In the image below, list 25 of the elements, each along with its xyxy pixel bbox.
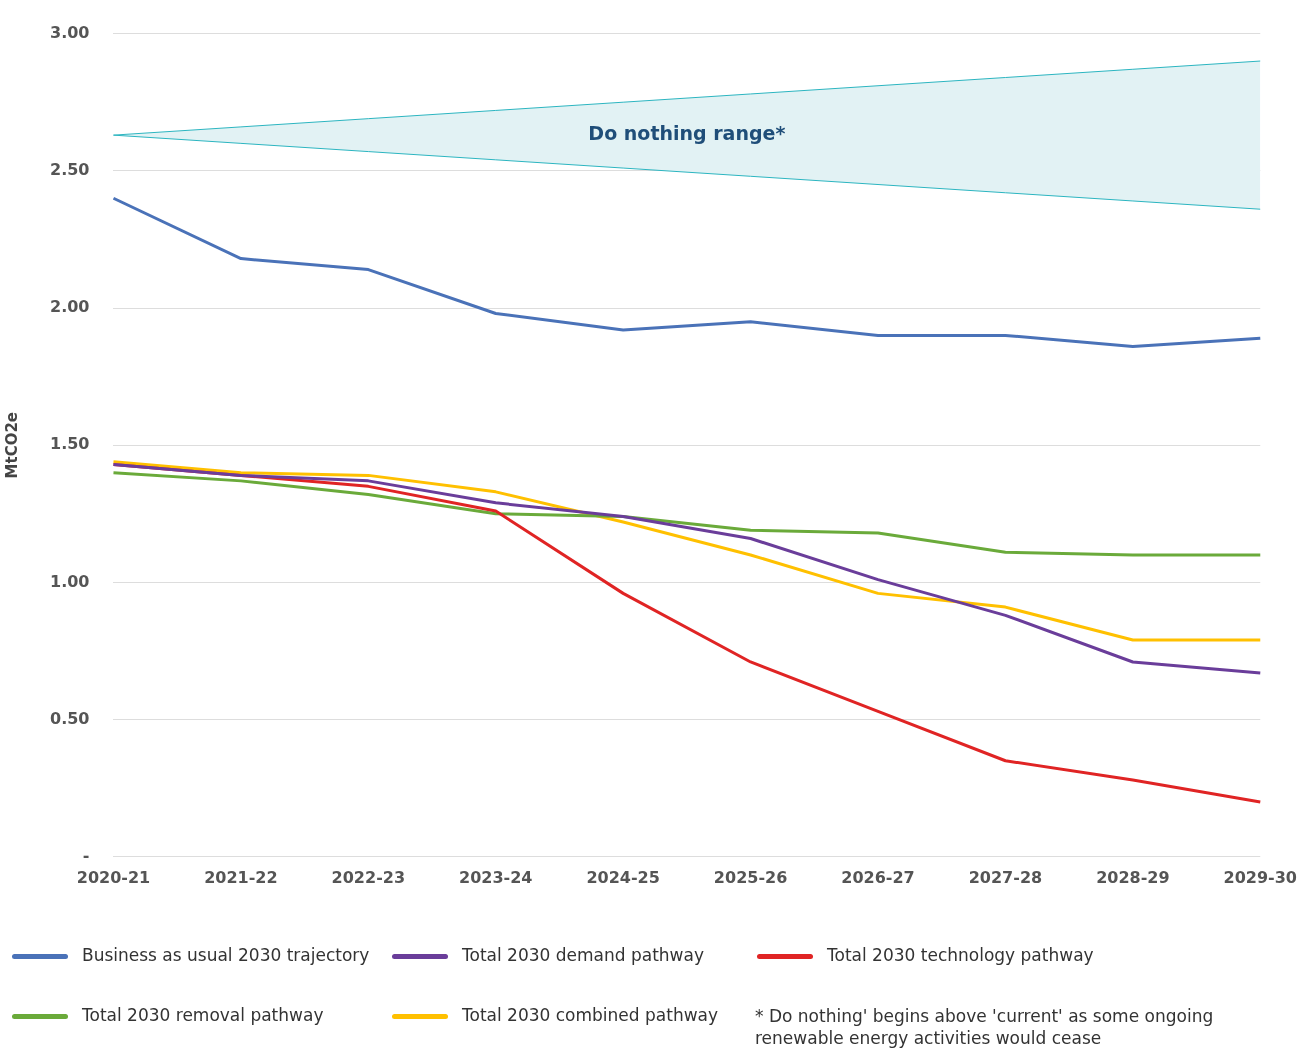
x-tick-label: 2026-27	[841, 867, 915, 887]
x-tick-label: 2023-24	[459, 867, 533, 887]
x-tick-label: 2029-30	[1223, 867, 1297, 887]
y-tick-label: 0.50	[49, 708, 90, 728]
legend-label: Total 2030 removal pathway	[82, 1005, 324, 1025]
x-tick-label: 2020-21	[76, 867, 151, 887]
y-tick-label: 1.50	[49, 434, 90, 454]
y-tick-label: 2.00	[49, 297, 90, 317]
y-tick-label: 2.50	[49, 159, 90, 179]
y-tick-label: 3.00	[49, 22, 90, 42]
text: * Do nothing' begins above 'current' as some ongoing renewable energy activities would cease	[755, 1005, 1215, 1049]
legend-label: Total 2030 technology pathway	[827, 945, 1094, 965]
legend-label: Total 2030 demand pathway	[462, 945, 705, 965]
x-tick-label: 2024-25	[586, 867, 660, 887]
x-tick-label: 2022-23	[331, 867, 406, 887]
x-tick-label: 2028-29	[1096, 867, 1170, 887]
x-tick-label: 2025-26	[713, 867, 788, 887]
x-tick-label: 2027-28	[968, 867, 1043, 887]
legend-label: Total 2030 combined pathway	[462, 1005, 719, 1025]
y-axis-title: MtCO2e	[2, 411, 21, 479]
legend-label: Business as usual 2030 trajectory	[82, 945, 370, 965]
y-tick-label: -	[82, 845, 90, 865]
y-tick-label: 1.00	[49, 571, 90, 591]
x-tick-label: 2021-22	[204, 867, 278, 887]
series-label: Do nothing range*	[588, 122, 786, 145]
